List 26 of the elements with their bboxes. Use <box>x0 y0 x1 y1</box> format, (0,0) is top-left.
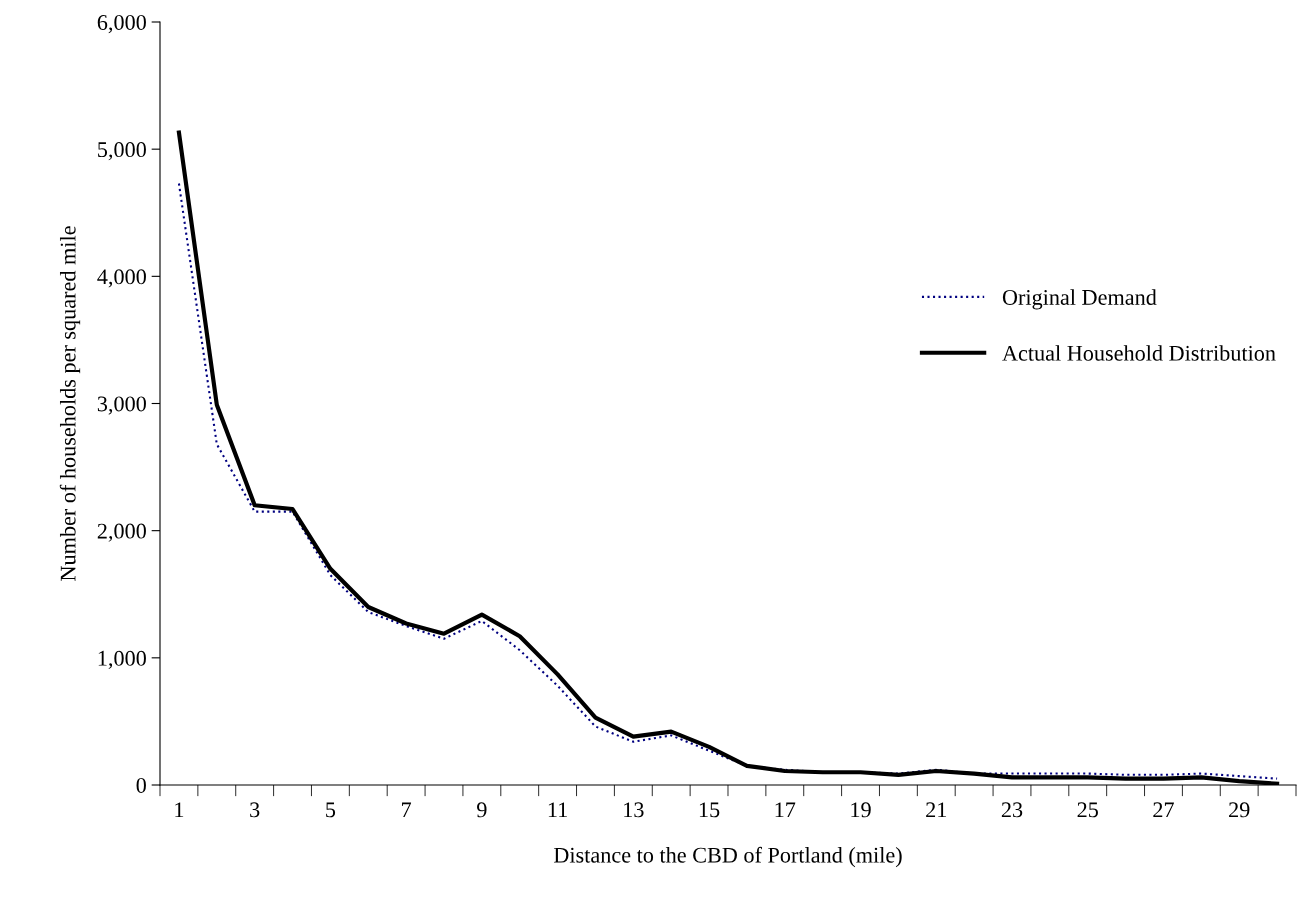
y-tick-label: 2,000 <box>97 523 146 542</box>
y-tick-label: 4,000 <box>97 269 146 288</box>
x-tick-label: 5 <box>326 802 336 818</box>
x-tick-label: 15 <box>699 802 720 818</box>
x-tick-label: 23 <box>1001 802 1023 818</box>
x-tick-label: 11 <box>548 802 567 818</box>
y-tick-label: 5,000 <box>98 142 146 161</box>
y-tick-label: 0 <box>136 777 146 793</box>
y-tick-label: 6,000 <box>97 14 146 34</box>
x-tick-label: 7 <box>402 802 412 818</box>
x-tick-label: 25 <box>1077 802 1098 818</box>
x-tick-label: 9 <box>477 802 487 818</box>
x-tick-label: 17 <box>775 802 796 818</box>
x-tick-label: 27 <box>1153 802 1174 818</box>
x-tick-label: 29 <box>1229 802 1250 818</box>
y-tick-label: 1,000 <box>98 650 146 669</box>
legend-label: Original Demand <box>1002 289 1157 310</box>
x-tick-label: 19 <box>851 802 871 818</box>
y-tick-label: 3,000 <box>97 396 146 415</box>
x-tick-label: 3 <box>250 802 260 818</box>
x-tick-label: 1 <box>175 802 184 818</box>
x-tick-label: 13 <box>624 802 644 818</box>
x-axis-title: Distance to the CBD of Portland (mile) <box>553 846 902 868</box>
legend-label: Actual Household Distribution <box>1002 345 1276 361</box>
y-axis-title: Number of households per squared mile <box>59 226 81 581</box>
x-tick-label: 21 <box>926 802 947 818</box>
